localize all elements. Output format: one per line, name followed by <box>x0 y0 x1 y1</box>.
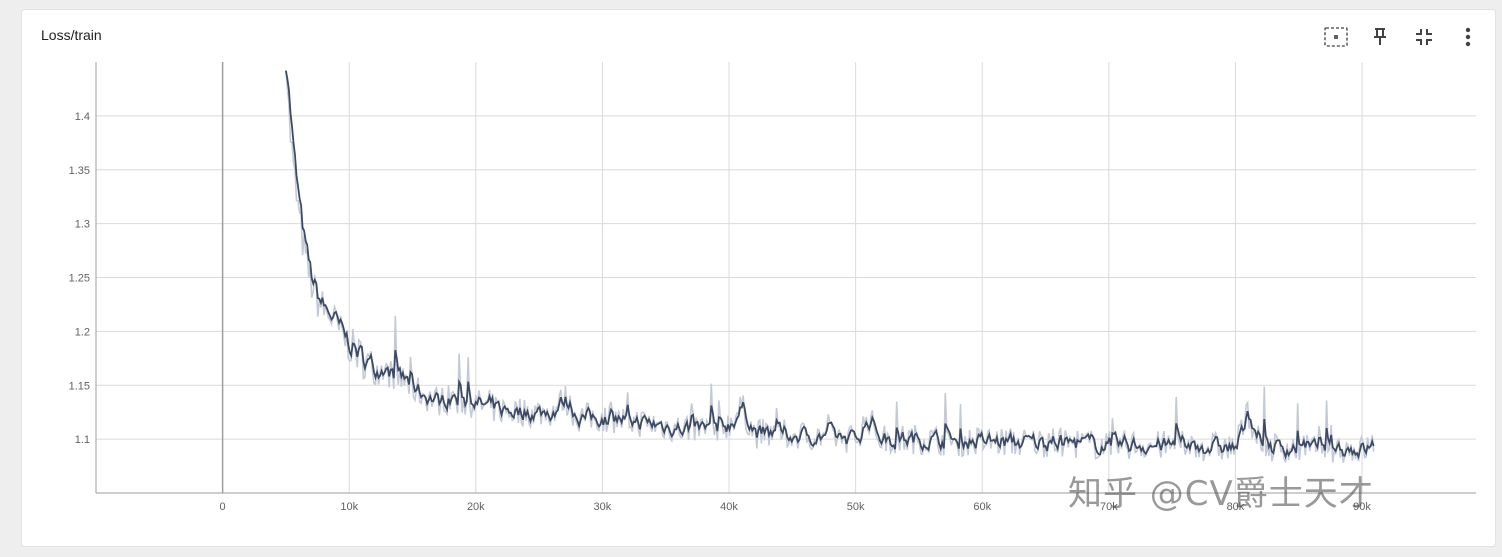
smoothed-loss-line <box>285 70 1375 460</box>
x-tick-label: 30k <box>594 501 612 513</box>
fit-domain-button[interactable] <box>1319 24 1353 50</box>
pin-icon <box>1374 28 1386 45</box>
more-vert-icon <box>1465 27 1471 47</box>
x-tick-label: 50k <box>847 501 865 513</box>
y-tick-label: 1.25 <box>69 273 90 285</box>
x-tick-label: 0 <box>220 501 226 513</box>
x-tick-label: 60k <box>973 501 991 513</box>
y-tick-label: 1.1 <box>75 434 90 446</box>
y-tick-label: 1.15 <box>69 380 90 392</box>
y-tick-label: 1.35 <box>69 165 90 177</box>
raw-loss-line <box>285 70 1375 463</box>
y-tick-label: 1.4 <box>75 111 90 123</box>
x-tick-label: 10k <box>340 501 358 513</box>
card-title: Loss/train <box>41 27 102 43</box>
pin-button[interactable] <box>1363 24 1397 50</box>
x-tick-label: 70k <box>1100 501 1118 513</box>
watermark: 知乎 @CV爵士天才 <box>1068 474 1374 514</box>
y-tick-label: 1.2 <box>75 326 90 338</box>
collapse-icon <box>1416 29 1432 45</box>
x-tick-label: 90k <box>1353 501 1371 513</box>
collapse-button[interactable] <box>1407 24 1441 50</box>
x-tick-label: 80k <box>1227 501 1245 513</box>
y-tick-label: 1.3 <box>75 219 90 231</box>
x-tick-label: 20k <box>467 501 485 513</box>
x-tick-label: 40k <box>720 501 738 513</box>
more-options-button[interactable] <box>1451 24 1485 50</box>
fit-domain-icon <box>1324 27 1348 47</box>
card-toolbar <box>1319 24 1485 50</box>
